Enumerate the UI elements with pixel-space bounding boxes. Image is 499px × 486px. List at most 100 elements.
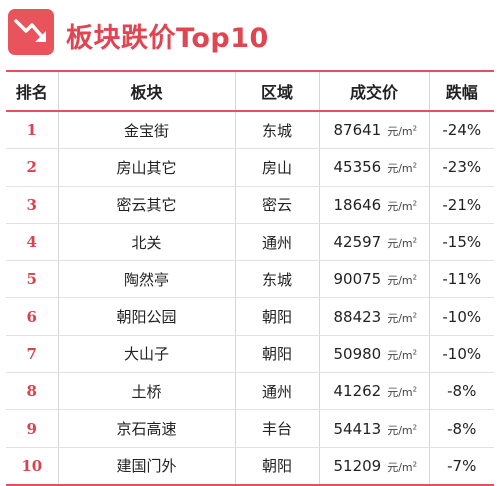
block-cell: 土桥 — [57, 372, 235, 411]
rank-cell: 8 — [6, 372, 58, 411]
rank-cell: 1 — [6, 111, 58, 150]
header-district: 区域 — [234, 71, 319, 112]
price-cell: 88423 元/m2 — [318, 297, 429, 336]
block-cell: 金宝街 — [57, 111, 235, 150]
rank-cell: 7 — [6, 335, 58, 374]
drop-cell: -24% — [428, 111, 494, 150]
district-cell: 通州 — [234, 223, 319, 262]
header-price: 成交价 — [318, 71, 429, 112]
rank-cell: 6 — [6, 297, 58, 336]
page-title: 板块跌价Top10 — [66, 23, 269, 54]
price-value: 41262 — [333, 382, 382, 401]
price-value: 45356 — [333, 158, 382, 177]
drop-cell: -10% — [428, 335, 494, 374]
price-unit: 元/m2 — [387, 460, 418, 474]
block-cell: 北关 — [57, 223, 235, 262]
price-unit-text: 元/m — [387, 386, 413, 400]
table-row: 9 京石高速 丰台 54413 元/m2 -8% — [6, 409, 494, 448]
district-cell: 东城 — [234, 111, 319, 150]
price-value: 50980 — [333, 344, 382, 363]
price-unit-superscript: 2 — [412, 124, 418, 133]
price-cell: 41262 元/m2 — [318, 372, 429, 411]
drop-cell: -21% — [428, 186, 494, 224]
price-unit: 元/m2 — [387, 385, 418, 400]
rank-cell: 2 — [6, 148, 58, 187]
block-cell: 大山子 — [57, 335, 235, 374]
price-cell: 18646 元/m2 — [318, 186, 429, 224]
price-cell: 51209 元/m2 — [318, 447, 429, 485]
price-value: 51209 — [333, 456, 382, 475]
price-unit-text: 元/m — [387, 274, 413, 288]
district-cell: 丰台 — [234, 409, 319, 448]
table-row: 1 金宝街 东城 87641 元/m2 -24% — [6, 111, 494, 150]
price-unit-superscript: 2 — [412, 161, 418, 170]
table-row: 4 北关 通州 42597 元/m2 -15% — [6, 223, 494, 262]
price-unit-superscript: 2 — [412, 273, 418, 282]
table-row: 10 建国门外 朝阳 51209 元/m2 -7% — [6, 447, 494, 485]
district-cell: 朝阳 — [234, 335, 319, 374]
price-value: 54413 — [333, 419, 382, 438]
table-header-row: 排名 板块 区域 成交价 跌幅 — [6, 71, 494, 112]
rank-cell: 9 — [6, 409, 58, 448]
price-unit: 元/m2 — [387, 273, 418, 288]
district-cell: 朝阳 — [234, 297, 319, 336]
block-cell: 房山其它 — [57, 148, 235, 187]
price-value: 18646 — [333, 195, 382, 214]
district-cell: 密云 — [234, 186, 319, 224]
price-cell: 50980 元/m2 — [318, 335, 429, 374]
ranking-table: 排名 板块 区域 成交价 跌幅 1 金宝街 东城 87641 元/m2 -24% 2 房山其它… — [6, 70, 494, 486]
header-drop: 跌幅 — [428, 71, 494, 112]
block-cell: 朝阳公园 — [57, 297, 235, 336]
price-unit-superscript: 2 — [412, 310, 418, 319]
rank-cell: 5 — [6, 260, 58, 299]
table-row: 7 大山子 朝阳 50980 元/m2 -10% — [6, 335, 494, 374]
price-unit-text: 元/m — [387, 199, 413, 213]
price-value: 88423 — [333, 307, 382, 326]
price-unit-superscript: 2 — [412, 348, 418, 357]
price-cell: 45356 元/m2 — [318, 148, 429, 187]
table-row: 2 房山其它 房山 45356 元/m2 -23% — [6, 148, 494, 187]
block-cell: 京石高速 — [57, 409, 235, 448]
drop-cell: -15% — [428, 223, 494, 262]
district-cell: 朝阳 — [234, 447, 319, 485]
price-unit-text: 元/m — [387, 311, 413, 325]
drop-cell: -11% — [428, 260, 494, 299]
header-block: 板块 — [57, 71, 235, 112]
price-unit-superscript: 2 — [412, 460, 418, 469]
price-unit: 元/m2 — [387, 348, 418, 362]
price-cell: 87641 元/m2 — [318, 111, 429, 150]
price-cell: 54413 元/m2 — [318, 409, 429, 448]
price-unit-text: 元/m — [387, 460, 413, 474]
drop-cell: -23% — [428, 148, 494, 187]
table-row: 5 陶然亭 东城 90075 元/m2 -11% — [6, 260, 494, 299]
district-cell: 通州 — [234, 372, 319, 411]
price-unit: 元/m2 — [387, 236, 418, 251]
district-cell: 东城 — [234, 260, 319, 299]
block-cell: 陶然亭 — [57, 260, 235, 299]
rank-cell: 3 — [6, 186, 58, 224]
price-unit: 元/m2 — [387, 199, 417, 213]
table-body: 1 金宝街 东城 87641 元/m2 -24% 2 房山其它 房山 45356 元/m2 -23% 3… — [6, 111, 494, 485]
header-rank: 排名 — [6, 71, 58, 112]
price-unit-superscript: 2 — [412, 236, 418, 245]
price-unit-text: 元/m — [387, 423, 413, 437]
price-unit-superscript: 2 — [412, 385, 418, 394]
price-unit-superscript: 2 — [412, 422, 418, 431]
price-value: 90075 — [333, 270, 382, 289]
price-unit: 元/m2 — [387, 161, 418, 176]
price-cell: 90075 元/m2 — [318, 260, 429, 299]
trend-down-icon — [8, 9, 54, 55]
rank-cell: 4 — [6, 223, 58, 262]
price-unit-text: 元/m — [387, 237, 413, 251]
district-cell: 房山 — [234, 148, 319, 187]
table-row: 3 密云其它 密云 18646 元/m2 -21% — [6, 186, 494, 224]
drop-cell: -8% — [428, 409, 494, 448]
drop-cell: -10% — [428, 297, 494, 336]
header: 板块跌价Top10 — [0, 0, 499, 70]
price-unit: 元/m2 — [387, 310, 418, 325]
drop-cell: -7% — [428, 447, 494, 485]
table-row: 6 朝阳公园 朝阳 88423 元/m2 -10% — [6, 297, 494, 336]
price-cell: 42597 元/m2 — [318, 223, 429, 262]
price-unit: 元/m2 — [387, 422, 418, 437]
rank-cell: 10 — [21, 456, 43, 475]
